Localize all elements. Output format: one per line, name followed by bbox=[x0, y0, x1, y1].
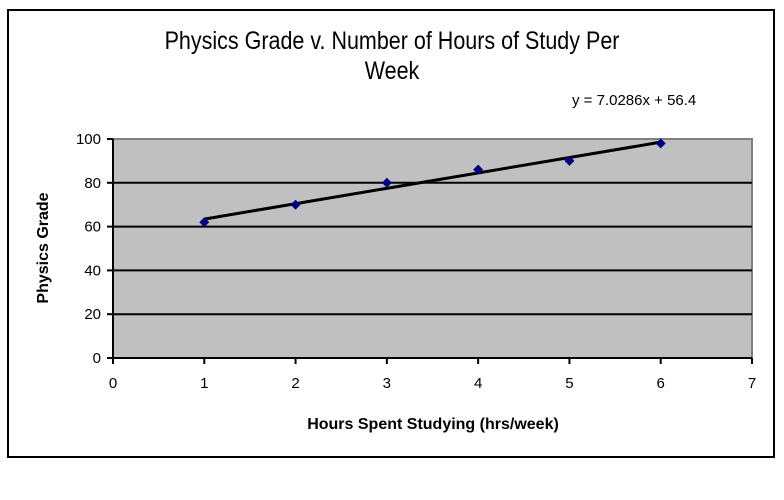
chart-title-line-1: Physics Grade v. Number of Hours of Stud… bbox=[164, 27, 620, 55]
x-tick-label: 5 bbox=[565, 375, 573, 392]
y-tick-label: 60 bbox=[84, 219, 101, 236]
chart-title-line-2: Week bbox=[364, 57, 420, 85]
data-point-marker bbox=[473, 164, 484, 175]
x-tick-label: 7 bbox=[748, 375, 756, 392]
data-point-marker bbox=[381, 177, 392, 188]
gridlines bbox=[112, 138, 753, 359]
x-tick-label: 1 bbox=[200, 375, 208, 392]
data-point-marker bbox=[655, 138, 666, 149]
data-point-marker bbox=[564, 155, 575, 166]
x-tick-label: 3 bbox=[383, 375, 391, 392]
chart-title: Physics Grade v. Number of Hours of Stud… bbox=[55, 26, 729, 86]
y-tick-label: 40 bbox=[84, 262, 101, 279]
trendline bbox=[204, 140, 661, 221]
data-points bbox=[199, 138, 666, 228]
x-tick-label: 2 bbox=[291, 375, 299, 392]
x-axis-label: Hours Spent Studying (hrs/week) bbox=[307, 416, 559, 433]
y-tick-label: 20 bbox=[84, 306, 101, 323]
y-tick-label: 80 bbox=[84, 175, 101, 192]
data-point-marker bbox=[199, 217, 210, 228]
y-axis-ticks: 0 20 40 60 80 100 bbox=[76, 131, 113, 367]
x-tick-label: 4 bbox=[474, 375, 482, 392]
data-point-marker bbox=[290, 199, 301, 210]
x-axis-ticks: 0 1 2 3 4 5 6 7 bbox=[109, 358, 756, 392]
y-tick-label: 100 bbox=[76, 131, 101, 148]
x-tick-label: 6 bbox=[657, 375, 665, 392]
trendline-equation: y = 7.0286x + 56.4 bbox=[572, 92, 697, 109]
trendline-line bbox=[204, 140, 661, 221]
y-tick-label: 0 bbox=[93, 350, 101, 367]
axes bbox=[107, 139, 752, 364]
x-tick-label: 0 bbox=[109, 375, 117, 392]
plot-background bbox=[112, 138, 753, 359]
